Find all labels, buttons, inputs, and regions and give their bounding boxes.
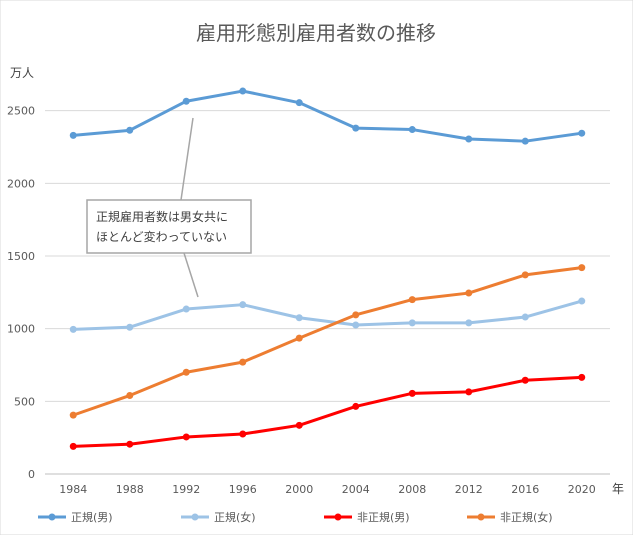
- data-point: [239, 87, 247, 95]
- series-line: [71, 299, 584, 331]
- data-point: [408, 296, 416, 304]
- x-tick-label: 1988: [116, 483, 144, 496]
- x-tick-label: 2004: [342, 483, 370, 496]
- data-point: [521, 376, 529, 384]
- x-axis-ticks: 1984 1988 1992 1996 2000 2004 2008 2012 2016 2020: [59, 483, 596, 496]
- y-tick-label: 1000: [7, 323, 35, 336]
- legend-marker: [191, 513, 199, 521]
- legend-label: 非正規(男): [357, 510, 410, 524]
- data-point: [182, 433, 190, 441]
- data-point: [69, 131, 77, 139]
- data-point: [408, 126, 416, 134]
- callout-text-line-2: ほとんど変わっていない: [96, 229, 227, 244]
- data-point: [578, 373, 586, 381]
- x-tick-label: 2020: [568, 483, 596, 496]
- data-point: [465, 289, 473, 297]
- data-point: [182, 305, 190, 313]
- legend-item: 非正規(女): [467, 510, 553, 524]
- series-4: [69, 264, 586, 419]
- series-line: [71, 89, 584, 143]
- legend-marker: [334, 513, 342, 521]
- y-tick-label: 500: [14, 395, 35, 408]
- data-point: [126, 392, 134, 400]
- data-point: [578, 264, 586, 272]
- data-point: [465, 388, 473, 396]
- x-tick-label: 2016: [511, 483, 539, 496]
- x-tick-label: 2000: [285, 483, 313, 496]
- x-tick-label: 1996: [229, 483, 257, 496]
- y-tick-label: 2000: [7, 177, 35, 190]
- callout-text-line-1: 正規雇用者数は男女共に: [96, 209, 228, 224]
- data-point: [126, 126, 134, 134]
- data-point: [182, 97, 190, 105]
- data-point: [408, 319, 416, 327]
- series-group: [69, 87, 586, 450]
- legend-marker: [48, 513, 56, 521]
- data-point: [295, 99, 303, 107]
- chart-title: 雇用形態別雇用者数の推移: [196, 21, 436, 45]
- data-point: [521, 137, 529, 145]
- y-axis-ticks: 0 500 1000 1500 2000 2500: [7, 105, 35, 481]
- x-tick-label: 1992: [172, 483, 200, 496]
- data-point: [239, 430, 247, 438]
- legend-label: 正規(女): [214, 510, 256, 524]
- data-point: [578, 129, 586, 137]
- data-point: [352, 321, 360, 329]
- data-point: [182, 368, 190, 376]
- data-point: [352, 124, 360, 132]
- data-point: [295, 421, 303, 429]
- data-point: [69, 411, 77, 419]
- y-tick-label: 0: [28, 468, 35, 481]
- data-point: [69, 325, 77, 333]
- legend-item: 正規(女): [181, 510, 256, 524]
- data-point: [126, 440, 134, 448]
- data-point: [239, 358, 247, 366]
- x-axis-unit-label: 年: [612, 482, 624, 496]
- series-line: [71, 266, 584, 417]
- callout-leader-top: [180, 117, 194, 201]
- x-tick-label: 1984: [59, 483, 87, 496]
- data-point: [69, 442, 77, 450]
- data-point: [521, 271, 529, 279]
- data-point: [465, 319, 473, 327]
- data-point: [295, 334, 303, 342]
- legend-marker: [477, 513, 485, 521]
- series-line: [71, 375, 584, 448]
- callout-leader-bottom: [183, 252, 199, 298]
- x-tick-label: 2008: [398, 483, 426, 496]
- data-point: [126, 323, 134, 331]
- annotation-callout: 正規雇用者数は男女共に ほとんど変わっていない: [86, 117, 252, 298]
- y-tick-label: 1500: [7, 250, 35, 263]
- legend-label: 正規(男): [71, 510, 113, 524]
- data-point: [578, 297, 586, 305]
- series-3: [69, 373, 586, 450]
- y-axis-unit-label: 万人: [10, 66, 34, 80]
- legend-label: 非正規(女): [500, 510, 553, 524]
- y-tick-label: 2500: [7, 105, 35, 118]
- callout-box: [86, 199, 252, 254]
- legend-item: 非正規(男): [324, 510, 410, 524]
- series-2: [69, 297, 586, 333]
- data-point: [295, 314, 303, 322]
- gridlines: [45, 110, 610, 475]
- data-point: [408, 389, 416, 397]
- data-point: [352, 311, 360, 319]
- series-1: [69, 87, 586, 145]
- legend: 正規(男) 正規(女) 非正規(男) 非正規(女): [38, 510, 553, 524]
- data-point: [352, 402, 360, 410]
- data-point: [239, 301, 247, 309]
- data-point: [521, 313, 529, 321]
- x-tick-label: 2012: [455, 483, 483, 496]
- legend-item: 正規(男): [38, 510, 113, 524]
- data-point: [465, 135, 473, 143]
